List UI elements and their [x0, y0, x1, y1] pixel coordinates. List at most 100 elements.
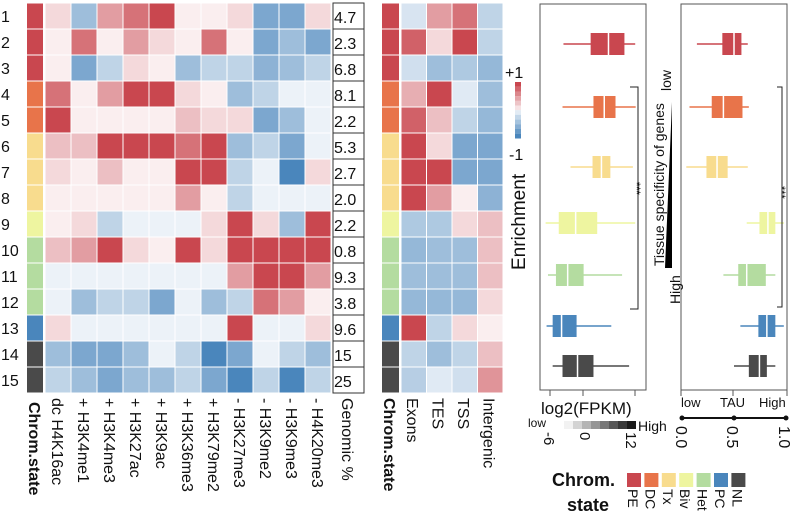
- heatmap-cell: [71, 159, 97, 185]
- heatmap-cell: [123, 263, 149, 289]
- colorbar-max-label: +1: [505, 65, 523, 82]
- genomic-percent-label: Genomic %: [338, 398, 355, 481]
- genomic-cell: [332, 366, 365, 394]
- genomic-cell: [332, 340, 365, 368]
- genomic-cell: [332, 288, 365, 316]
- tau-scale-dot: [783, 415, 789, 421]
- row-label: 14: [1, 347, 19, 364]
- row-label: 9: [1, 217, 10, 234]
- heatmap-cell: [201, 133, 227, 159]
- heatmap-cell: [201, 315, 227, 341]
- heatmap-cell: [401, 55, 426, 81]
- heatmap-cell: [97, 367, 123, 393]
- boxplot-panel: [539, 3, 647, 391]
- heatmap-cell: [123, 3, 149, 29]
- significance-bracket: [630, 86, 639, 310]
- heatmap-cell: [452, 159, 477, 185]
- heatmap-cell: [227, 263, 253, 289]
- heatmap-cell: [149, 3, 175, 29]
- heatmap-cell: [227, 315, 253, 341]
- column-label: + H3K9ac: [152, 398, 169, 469]
- genomic-cell: [332, 262, 365, 290]
- heatmap-cell: [401, 211, 426, 237]
- colorbar-segment: [515, 129, 521, 134]
- genomic-percent-value: 3.8: [334, 296, 356, 313]
- row-label: 4: [1, 87, 10, 104]
- heatmap-cell: [201, 3, 227, 29]
- row-label: 13: [1, 321, 19, 338]
- heatmap-cell: [45, 107, 71, 133]
- heatmap-cell: [427, 29, 452, 55]
- genomic-percent-value: 8.1: [334, 88, 356, 105]
- heatmap-cell: [279, 159, 305, 185]
- state-cell: [27, 3, 43, 29]
- state-cell: [27, 55, 43, 81]
- heatmap-cell: [478, 29, 503, 55]
- specificity-wedge: [665, 102, 672, 268]
- heatmap-cell: [253, 185, 279, 211]
- heatmap-cell: [45, 315, 71, 341]
- row-label: 10: [1, 243, 19, 260]
- heatmap-cell: [279, 29, 305, 55]
- heatmap-cell: [478, 263, 503, 289]
- heatmap-cell: [149, 237, 175, 263]
- heatmap-cell: [97, 81, 123, 107]
- heatmap-cell: [253, 107, 279, 133]
- heatmap-cell: [149, 341, 175, 367]
- heatmap-cell: [427, 341, 452, 367]
- heatmap-cell: [305, 211, 331, 237]
- heatmap-cell: [279, 315, 305, 341]
- heatmap-cell: [175, 3, 201, 29]
- genomic-cell: [332, 236, 365, 264]
- grayscale-segment: [573, 421, 582, 429]
- state-cell: [27, 289, 43, 315]
- heatmap-cell: [227, 133, 253, 159]
- boxplot-box: [555, 264, 584, 286]
- heatmap-cell: [452, 3, 477, 29]
- heatmap-cell: [149, 289, 175, 315]
- heatmap-cell: [478, 133, 503, 159]
- legend-title: state: [567, 495, 609, 515]
- heatmap-cell: [71, 263, 97, 289]
- heatmap-cell: [149, 315, 175, 341]
- colorbar-min-label: -1: [509, 147, 523, 164]
- heatmap-cell: [71, 367, 97, 393]
- heatmap-cell: [45, 55, 71, 81]
- heatmap-cell: [149, 55, 175, 81]
- genomic-percent-value: 2.2: [334, 114, 356, 131]
- heatmap-cell: [71, 211, 97, 237]
- heatmap-cell: [71, 133, 97, 159]
- heatmap-cell: [253, 159, 279, 185]
- heatmap-cell: [253, 133, 279, 159]
- heatmap-cell: [427, 185, 452, 211]
- legend-state-label: NL: [729, 489, 745, 507]
- heatmap-cell: [253, 315, 279, 341]
- heatmap-cell: [305, 107, 331, 133]
- heatmap-cell: [427, 367, 452, 393]
- heatmap-cell: [45, 263, 71, 289]
- heatmap-cell: [401, 3, 426, 29]
- legend-swatch: [696, 473, 711, 487]
- heatmap-cell: [97, 341, 123, 367]
- heatmap-cell: [452, 133, 477, 159]
- heatmap-cell: [253, 211, 279, 237]
- row-label: 8: [1, 191, 10, 208]
- row-label: 11: [1, 269, 18, 286]
- genomic-cell: [332, 80, 365, 108]
- heatmap-cell: [71, 185, 97, 211]
- heatmap-cell: [97, 185, 123, 211]
- heatmap-cell: [227, 367, 253, 393]
- heatmap-cell: [45, 341, 71, 367]
- column-label: TSS: [454, 398, 471, 429]
- heatmap-cell: [401, 289, 426, 315]
- genomic-percent-value: 2.7: [334, 166, 356, 183]
- heatmap-cell: [427, 159, 452, 185]
- axis-title-tau: TAU: [720, 395, 745, 410]
- heatmap-cell: [227, 211, 253, 237]
- heatmap-cell: [401, 81, 426, 107]
- heatmap-cell: [478, 315, 503, 341]
- heatmap-cell: [427, 107, 452, 133]
- heatmap-cell: [452, 367, 477, 393]
- genomic-percent-value: 9.6: [334, 322, 356, 339]
- heatmap-cell: [253, 341, 279, 367]
